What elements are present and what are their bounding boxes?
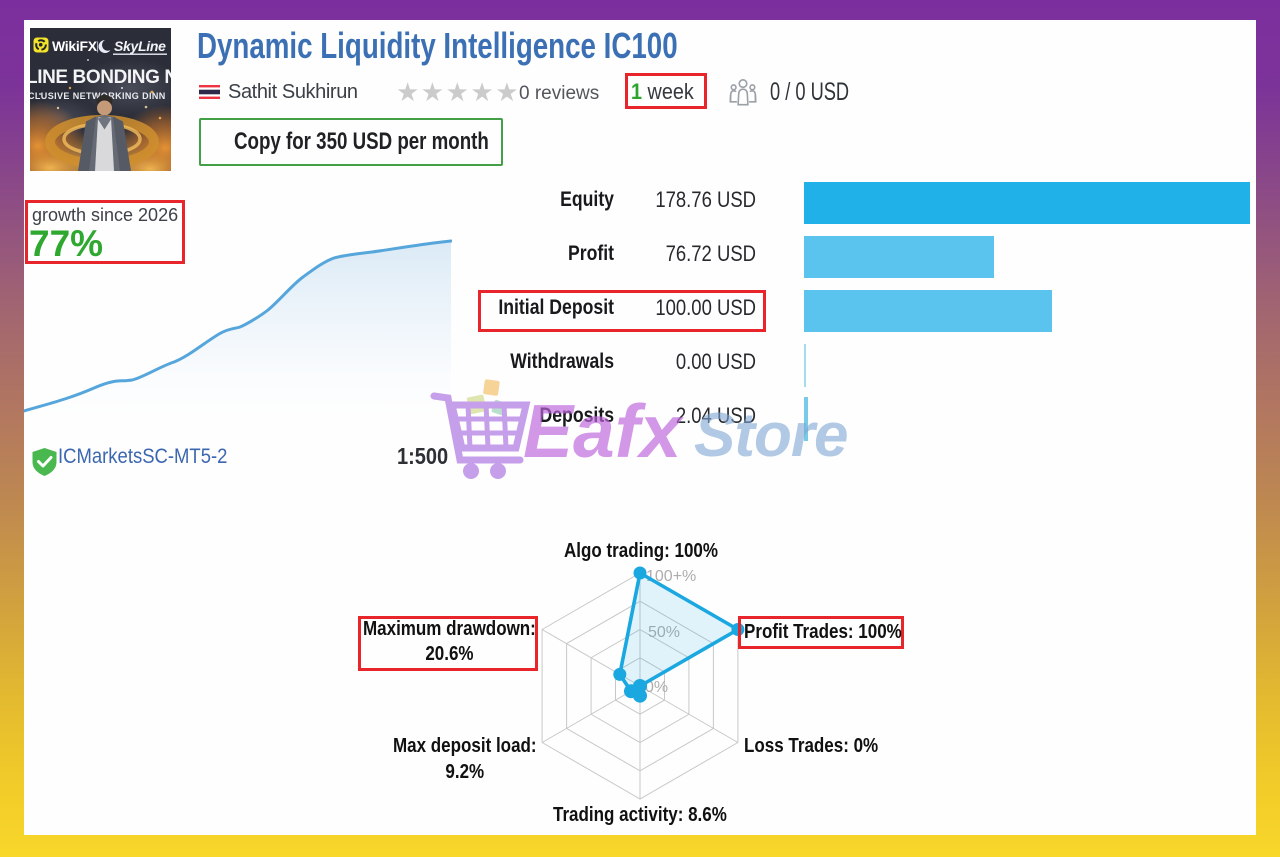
svg-text:50%: 50% bbox=[648, 624, 680, 641]
svg-text:SkyLine: SkyLine bbox=[114, 38, 166, 54]
svg-text:LINE BONDING N: LINE BONDING N bbox=[30, 67, 171, 88]
svg-text:WikiFX: WikiFX bbox=[52, 38, 98, 54]
svg-text:CLUSIVE NETWORKING DINN: CLUSIVE NETWORKING DINN bbox=[30, 91, 166, 101]
svg-text:0%: 0% bbox=[645, 679, 668, 696]
svg-text:100+%: 100+% bbox=[646, 568, 696, 585]
svg-text:|: | bbox=[96, 39, 99, 53]
